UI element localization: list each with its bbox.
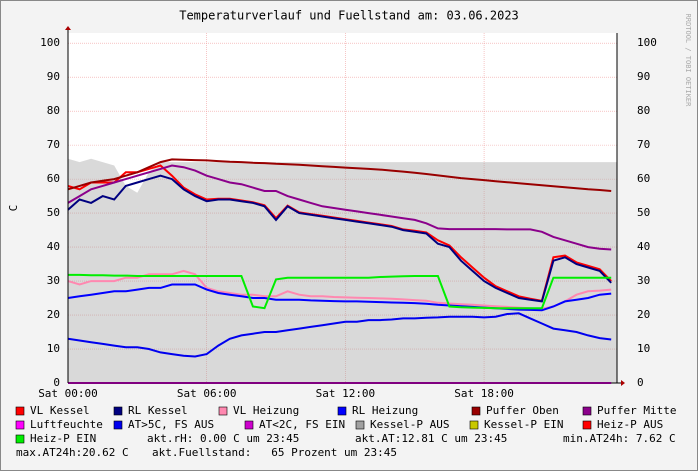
y-tick-label: 100	[40, 36, 60, 49]
line	[67, 283, 612, 312]
y2-tick-label: 100	[637, 36, 657, 49]
note: akt.AT:12.81 C um 23:45	[355, 432, 507, 445]
x-tick-label: Sat 12:00	[316, 387, 376, 400]
y2-tick-label: 80	[637, 104, 650, 117]
x-tick-label: Sat 18:00	[454, 387, 514, 400]
line	[67, 174, 612, 303]
chart-title: Temperaturverlauf und Fuellstand am: 03.…	[179, 9, 519, 23]
y-tick-label: 10	[47, 342, 60, 355]
legend-swatch	[582, 406, 592, 416]
legend-label: VL Kessel	[30, 404, 90, 417]
legend-label: Heiz-P EIN	[30, 432, 96, 445]
line	[67, 158, 612, 192]
axis-arrow	[621, 380, 625, 386]
y-tick-label: 90	[47, 70, 60, 83]
note: max.AT24h:20.62 C	[16, 446, 129, 459]
legend-label: AT>5C, FS AUS	[128, 418, 214, 431]
y2-tick-label: 90	[637, 70, 650, 83]
note: akt.rH: 0.00 C um 23:45	[147, 432, 299, 445]
legend-swatch	[469, 420, 479, 430]
legend-swatch	[15, 420, 25, 430]
y2-tick-label: 10	[637, 342, 650, 355]
x-tick-label: Sat 00:00	[38, 387, 98, 400]
legend-label: RL Heizung	[352, 404, 418, 417]
legend-swatch	[218, 406, 228, 416]
line	[67, 164, 612, 251]
note: akt.Fuellstand: 65 Prozent um 23:45	[152, 446, 397, 459]
legend-swatch	[15, 434, 25, 444]
legend-label: Heiz-P AUS	[597, 418, 663, 431]
legend-swatch	[355, 420, 365, 430]
y-tick-label: 20	[47, 308, 60, 321]
y-tick-label: 60	[47, 172, 60, 185]
y-tick-label: 40	[47, 240, 60, 253]
legend-swatch	[15, 406, 25, 416]
plot-area	[68, 33, 617, 383]
y2-tick-label: 50	[637, 206, 650, 219]
legend-label: Puffer Mitte	[597, 404, 676, 417]
legend-swatch	[113, 406, 123, 416]
legend-label: Puffer Oben	[486, 404, 559, 417]
legend-label: RL Kessel	[128, 404, 188, 417]
legend-swatch	[113, 420, 123, 430]
area	[68, 158, 617, 383]
y2-tick-label: 40	[637, 240, 650, 253]
y2-tick-label: 60	[637, 172, 650, 185]
y-tick-label: 80	[47, 104, 60, 117]
y2-tick-label: 0	[637, 376, 644, 389]
line	[68, 273, 612, 310]
y2-tick-label: 30	[637, 274, 650, 287]
y-tick-label: 70	[47, 138, 60, 151]
y-tick-label: 30	[47, 274, 60, 287]
line	[67, 312, 612, 358]
y-tick-label: 0	[53, 376, 60, 389]
legend-swatch	[337, 406, 347, 416]
note: min.AT24h: 7.62 C	[563, 432, 676, 445]
y2-tick-label: 20	[637, 308, 650, 321]
legend-swatch	[244, 420, 254, 430]
legend-label: Luftfeuchte	[30, 418, 103, 431]
axis-arrow	[65, 26, 71, 30]
legend-swatch	[471, 406, 481, 416]
y2-tick-label: 70	[637, 138, 650, 151]
legend-label: AT<2C, FS EIN	[259, 418, 345, 431]
y-axis-label: C	[7, 205, 20, 212]
y-tick-label: 50	[47, 206, 60, 219]
legend-swatch	[582, 420, 592, 430]
x-tick-label: Sat 06:00	[177, 387, 237, 400]
legend-label: VL Heizung	[233, 404, 299, 417]
legend-label: Kessel-P EIN	[484, 418, 563, 431]
legend-label: Kessel-P AUS	[370, 418, 449, 431]
side-label: RRDTOOL / TOBI OETIKER	[684, 14, 692, 108]
